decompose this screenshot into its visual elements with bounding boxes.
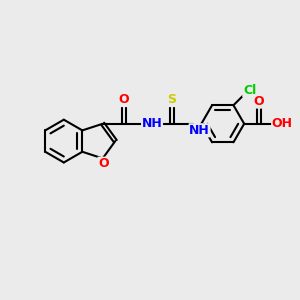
Text: O: O bbox=[119, 94, 129, 106]
Text: Cl: Cl bbox=[243, 84, 256, 97]
Text: OH: OH bbox=[272, 117, 293, 130]
Text: NH: NH bbox=[189, 124, 210, 137]
Text: O: O bbox=[98, 157, 109, 170]
Text: O: O bbox=[254, 95, 264, 108]
Text: NH: NH bbox=[142, 117, 162, 130]
Text: S: S bbox=[167, 94, 176, 106]
